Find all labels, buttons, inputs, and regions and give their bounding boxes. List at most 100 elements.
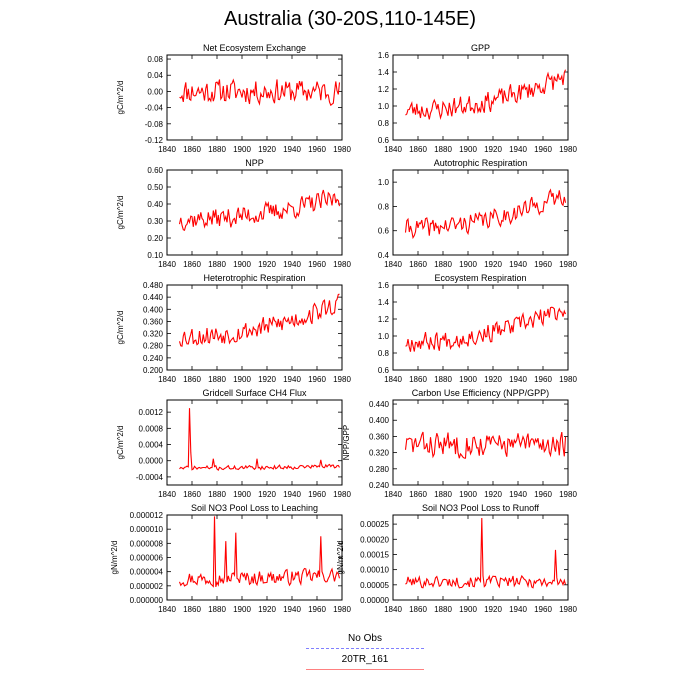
y-tick-label: 0.30 bbox=[147, 217, 163, 226]
y-tick-label: 0.000002 bbox=[130, 582, 164, 591]
plot-frame bbox=[392, 514, 569, 601]
chart-panel: Gridcell Surface CH4 Flux 1840 1860 1880 190… bbox=[116, 388, 351, 499]
x-tick-label: 1840 bbox=[158, 260, 176, 269]
x-tick-label: 1900 bbox=[233, 375, 251, 384]
chart-panel: Soil NO3 Pool Loss to Runoff 1840 1860 1880… bbox=[336, 503, 577, 614]
chart-title: Soil NO3 Pool Loss to Leaching bbox=[191, 503, 318, 513]
x-tick-label: 1920 bbox=[258, 605, 276, 614]
y-tick-label: 0.00015 bbox=[360, 550, 389, 559]
chart-title: GPP bbox=[471, 43, 490, 53]
series-line bbox=[178, 189, 341, 231]
plot-frame bbox=[392, 54, 569, 141]
x-tick-label: 1860 bbox=[183, 375, 201, 384]
y-tick-label: 1.0 bbox=[378, 102, 390, 111]
x-tick-label: 1980 bbox=[559, 145, 577, 154]
figure-title: Australia (30-20S,110-145E) bbox=[224, 8, 476, 30]
x-tick-label: 1980 bbox=[333, 260, 351, 269]
y-tick-label: 1.6 bbox=[378, 281, 390, 290]
y-tick-label: 0.400 bbox=[369, 416, 390, 425]
x-tick-label: 1900 bbox=[233, 605, 251, 614]
chart-title: Net Ecosystem Exchange bbox=[203, 43, 306, 53]
x-tick-label: 1960 bbox=[308, 145, 326, 154]
y-tick-label: 1.0 bbox=[378, 332, 390, 341]
series-line bbox=[404, 188, 567, 240]
y-tick-label: 0.320 bbox=[369, 449, 390, 458]
y-tick-label: 0.8 bbox=[378, 119, 390, 128]
x-tick-label: 1860 bbox=[183, 260, 201, 269]
x-tick-label: 1920 bbox=[484, 260, 502, 269]
x-tick-label: 1980 bbox=[559, 260, 577, 269]
x-tick-label: 1900 bbox=[233, 145, 251, 154]
x-tick-label: 1860 bbox=[183, 145, 201, 154]
x-tick-label: 1920 bbox=[258, 145, 276, 154]
x-tick-label: 1980 bbox=[559, 375, 577, 384]
x-tick-label: 1840 bbox=[158, 145, 176, 154]
chart-panel: Ecosystem Respiration 1840 1860 1880 1900 192… bbox=[378, 273, 578, 384]
x-tick-label: 1920 bbox=[258, 260, 276, 269]
y-axis-label: gC/m^2/d bbox=[116, 196, 125, 230]
y-tick-label: 1.6 bbox=[378, 51, 390, 60]
x-tick-label: 1980 bbox=[559, 490, 577, 499]
y-tick-label: 0.00000 bbox=[360, 596, 389, 605]
y-tick-label: 0.360 bbox=[143, 317, 164, 326]
x-tick-label: 1860 bbox=[409, 260, 427, 269]
plot-frame bbox=[392, 399, 569, 486]
y-tick-label: 1.0 bbox=[378, 178, 390, 187]
x-tick-label: 1900 bbox=[233, 490, 251, 499]
y-tick-label: 0.8 bbox=[378, 349, 390, 358]
chart-panel: Autotrophic Respiration 1840 1860 1880 1900 1… bbox=[378, 158, 578, 269]
chart-title: Autotrophic Respiration bbox=[434, 158, 528, 168]
x-tick-label: 1980 bbox=[333, 605, 351, 614]
x-tick-label: 1900 bbox=[233, 260, 251, 269]
y-tick-label: 1.4 bbox=[378, 298, 390, 307]
y-tick-label: 1.4 bbox=[378, 68, 390, 77]
series-line bbox=[179, 408, 340, 471]
y-tick-label: 0.00025 bbox=[360, 520, 389, 529]
x-tick-label: 1900 bbox=[459, 260, 477, 269]
x-tick-label: 1840 bbox=[384, 145, 402, 154]
y-tick-label: 0.4 bbox=[378, 251, 390, 260]
y-tick-label: 0.10 bbox=[147, 251, 163, 260]
x-tick-label: 1900 bbox=[459, 605, 477, 614]
x-tick-label: 1840 bbox=[384, 605, 402, 614]
y-tick-label: 0.6 bbox=[378, 366, 390, 375]
x-tick-label: 1940 bbox=[283, 490, 301, 499]
x-tick-label: 1880 bbox=[434, 490, 452, 499]
x-tick-label: 1940 bbox=[283, 375, 301, 384]
x-tick-label: 1940 bbox=[509, 605, 527, 614]
chart-title: Gridcell Surface CH4 Flux bbox=[202, 388, 307, 398]
x-tick-label: 1920 bbox=[484, 490, 502, 499]
x-tick-label: 1860 bbox=[183, 490, 201, 499]
x-tick-label: 1860 bbox=[409, 145, 427, 154]
plot-frame bbox=[166, 54, 343, 141]
x-tick-label: 1900 bbox=[459, 375, 477, 384]
series-line bbox=[405, 517, 567, 589]
y-tick-label: 0.00020 bbox=[360, 535, 389, 544]
x-tick-label: 1840 bbox=[158, 375, 176, 384]
x-tick-label: 1860 bbox=[409, 605, 427, 614]
legend-swatch-no-obs bbox=[306, 648, 424, 649]
y-axis-label: gC/m^2/d bbox=[116, 311, 125, 345]
y-axis-label: gC/m^2/d bbox=[116, 81, 125, 115]
y-axis-label: gC/m^2/d bbox=[116, 426, 125, 460]
x-tick-label: 1840 bbox=[384, 375, 402, 384]
x-tick-label: 1840 bbox=[384, 260, 402, 269]
x-tick-label: 1940 bbox=[283, 260, 301, 269]
y-tick-label: 0.00010 bbox=[360, 566, 389, 575]
y-tick-label: -0.12 bbox=[145, 136, 164, 145]
x-tick-label: 1940 bbox=[283, 145, 301, 154]
y-tick-label: 0.6 bbox=[378, 136, 390, 145]
y-tick-label: 0.00005 bbox=[360, 581, 389, 590]
x-tick-label: 1960 bbox=[534, 260, 552, 269]
series-line bbox=[405, 69, 567, 120]
y-tick-label: 1.2 bbox=[378, 315, 390, 324]
chart-title: Heterotrophic Respiration bbox=[203, 273, 305, 283]
y-tick-label: 0.000012 bbox=[130, 511, 164, 520]
y-tick-label: 0.240 bbox=[369, 481, 390, 490]
y-tick-label: 0.04 bbox=[147, 71, 163, 80]
y-tick-label: 0.08 bbox=[147, 55, 163, 64]
y-tick-label: 0.000004 bbox=[130, 568, 164, 577]
legend-label-20tr-161: 20TR_161 bbox=[341, 654, 389, 665]
chart-panel: NPP 1840 1860 1880 1900 1920 1940 1960 1980 0.10 0… bbox=[116, 158, 351, 269]
plot-frame bbox=[166, 399, 343, 486]
